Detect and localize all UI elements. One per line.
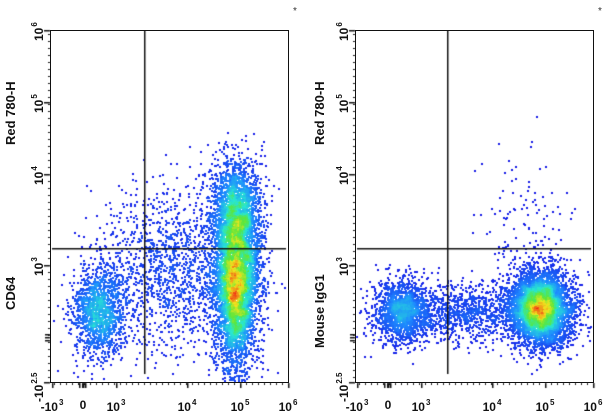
left-axis-minor-ticks (0, 0, 304, 417)
right-plot-panel: Red 780-H Mouse IgG1 * 106105104103-102.… (304, 0, 608, 417)
left-plot-panel: Red 780-H CD64 * 106105104103-102.5 -103… (0, 0, 304, 417)
right-axis-minor-ticks (304, 0, 608, 417)
